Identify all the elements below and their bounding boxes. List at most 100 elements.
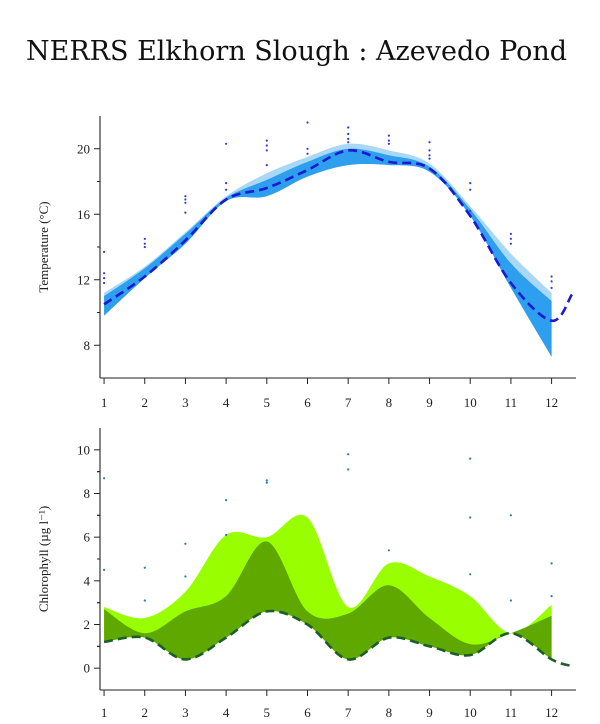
chlorophyll-x-tick-label: 10	[464, 705, 477, 720]
temperature-y-axis-title: Temperature (°C)	[36, 201, 51, 292]
temperature-y-tick-label: 8	[84, 338, 91, 353]
temperature-point	[509, 242, 512, 245]
chlorophyll-x-tick-label: 12	[545, 705, 558, 720]
chlorophyll-point	[509, 599, 512, 602]
temperature-point	[306, 152, 309, 155]
temperature-point	[387, 142, 390, 145]
chlorophyll-point	[469, 516, 472, 519]
chlorophyll-point	[265, 479, 268, 482]
temperature-x-tick-label: 8	[386, 395, 393, 410]
chlorophyll-y-axis-title: Chlorophyll (µg l⁻¹)	[36, 506, 51, 612]
temperature-point	[387, 139, 390, 142]
chlorophyll-point	[550, 595, 553, 598]
chlorophyll-y-tick-label: 6	[84, 530, 91, 545]
chlorophyll-point	[184, 542, 187, 545]
temperature-point	[184, 201, 187, 204]
chlorophyll-point	[469, 573, 472, 576]
chlorophyll-x-tick-label: 5	[264, 705, 271, 720]
chlorophyll-point	[550, 562, 553, 565]
chlorophyll-x-tick-label: 11	[505, 705, 518, 720]
chlorophyll-y-tick-label: 0	[84, 661, 91, 676]
temperature-point	[347, 132, 350, 136]
temperature-point	[428, 157, 431, 160]
temperature-y-tick-label: 12	[77, 272, 90, 287]
temperature-point	[347, 126, 350, 129]
chart-title: NERRS Elkhorn Slough : Azevedo Pond	[26, 36, 568, 67]
temperature-point	[306, 147, 309, 150]
temperature-point	[509, 237, 512, 240]
temperature-point	[143, 237, 146, 240]
temperature-x-tick-label: 5	[264, 395, 271, 410]
temperature-point	[225, 188, 228, 191]
chlorophyll-x-tick-label: 1	[101, 705, 108, 720]
chlorophyll-point	[225, 499, 228, 502]
chlorophyll-x-tick-label: 6	[304, 705, 311, 720]
temperature-point	[509, 232, 512, 235]
temperature-x-tick-label: 10	[464, 395, 477, 410]
chlorophyll-point	[347, 468, 350, 471]
temperature-x-tick-label: 2	[142, 395, 149, 410]
chlorophyll-point	[184, 575, 187, 578]
chlorophyll-point	[469, 457, 472, 460]
chlorophyll-point	[387, 549, 390, 552]
temperature-point	[184, 198, 187, 201]
temperature-y-tick-label: 16	[77, 207, 91, 222]
temperature-point	[347, 141, 350, 144]
temperature-x-tick-label: 4	[223, 395, 230, 410]
chlorophyll-y-tick-label: 2	[84, 617, 91, 632]
chlorophyll-point	[143, 599, 146, 602]
temperature-point	[103, 250, 106, 253]
temperature-point	[184, 195, 187, 198]
temperature-point	[428, 149, 431, 152]
temperature-point	[143, 245, 146, 249]
chlorophyll-x-tick-label: 2	[142, 705, 149, 720]
chlorophyll-x-tick-label: 4	[223, 705, 230, 720]
temperature-point	[469, 209, 472, 213]
chlorophyll-y-tick-label: 8	[84, 486, 91, 501]
temperature-point	[306, 121, 309, 124]
temperature-point	[103, 272, 106, 275]
chlorophyll-y-tick-label: 4	[84, 573, 91, 588]
temperature-x-tick-label: 3	[182, 395, 189, 410]
temperature-x-tick-label: 9	[426, 395, 433, 410]
chlorophyll-point	[143, 566, 146, 569]
chlorophyll-point	[103, 477, 106, 480]
chlorophyll-point	[265, 481, 268, 484]
temperature-point	[550, 275, 553, 278]
temperature-point	[225, 142, 228, 145]
chlorophyll-x-tick-label: 7	[345, 705, 352, 720]
temperature-x-tick-label: 7	[345, 395, 352, 410]
chlorophyll-x-tick-label: 3	[182, 705, 189, 720]
temperature-point	[550, 280, 553, 283]
chlorophyll-mean-line	[103, 609, 573, 668]
temperature-point	[469, 188, 472, 191]
temperature-x-tick-label: 11	[505, 395, 518, 410]
chlorophyll-y-tick-label: 10	[77, 442, 90, 457]
temperature-point	[469, 182, 472, 185]
temperature-point	[265, 144, 268, 147]
chlorophyll-point	[225, 533, 228, 537]
chlorophyll-inner-band	[104, 541, 552, 660]
temperature-point	[265, 164, 268, 167]
temperature-point	[428, 154, 431, 157]
temperature-mean-line	[103, 149, 574, 322]
temperature-point	[550, 286, 553, 289]
chlorophyll-point	[103, 568, 106, 572]
temperature-point	[387, 134, 390, 137]
temperature-point	[225, 182, 228, 185]
temperature-point	[184, 211, 187, 214]
temperature-y-tick-label: 20	[77, 141, 90, 156]
temperature-point	[265, 139, 268, 142]
chlorophyll-x-tick-label: 8	[386, 705, 393, 720]
temperature-x-tick-label: 1	[101, 395, 108, 410]
chlorophyll-point	[347, 453, 350, 456]
temperature-x-tick-label: 6	[304, 395, 311, 410]
temperature-point	[347, 137, 350, 140]
temperature-point	[428, 141, 431, 144]
chlorophyll-point	[509, 514, 512, 517]
temperature-point	[265, 149, 268, 152]
temperature-point	[143, 242, 146, 245]
